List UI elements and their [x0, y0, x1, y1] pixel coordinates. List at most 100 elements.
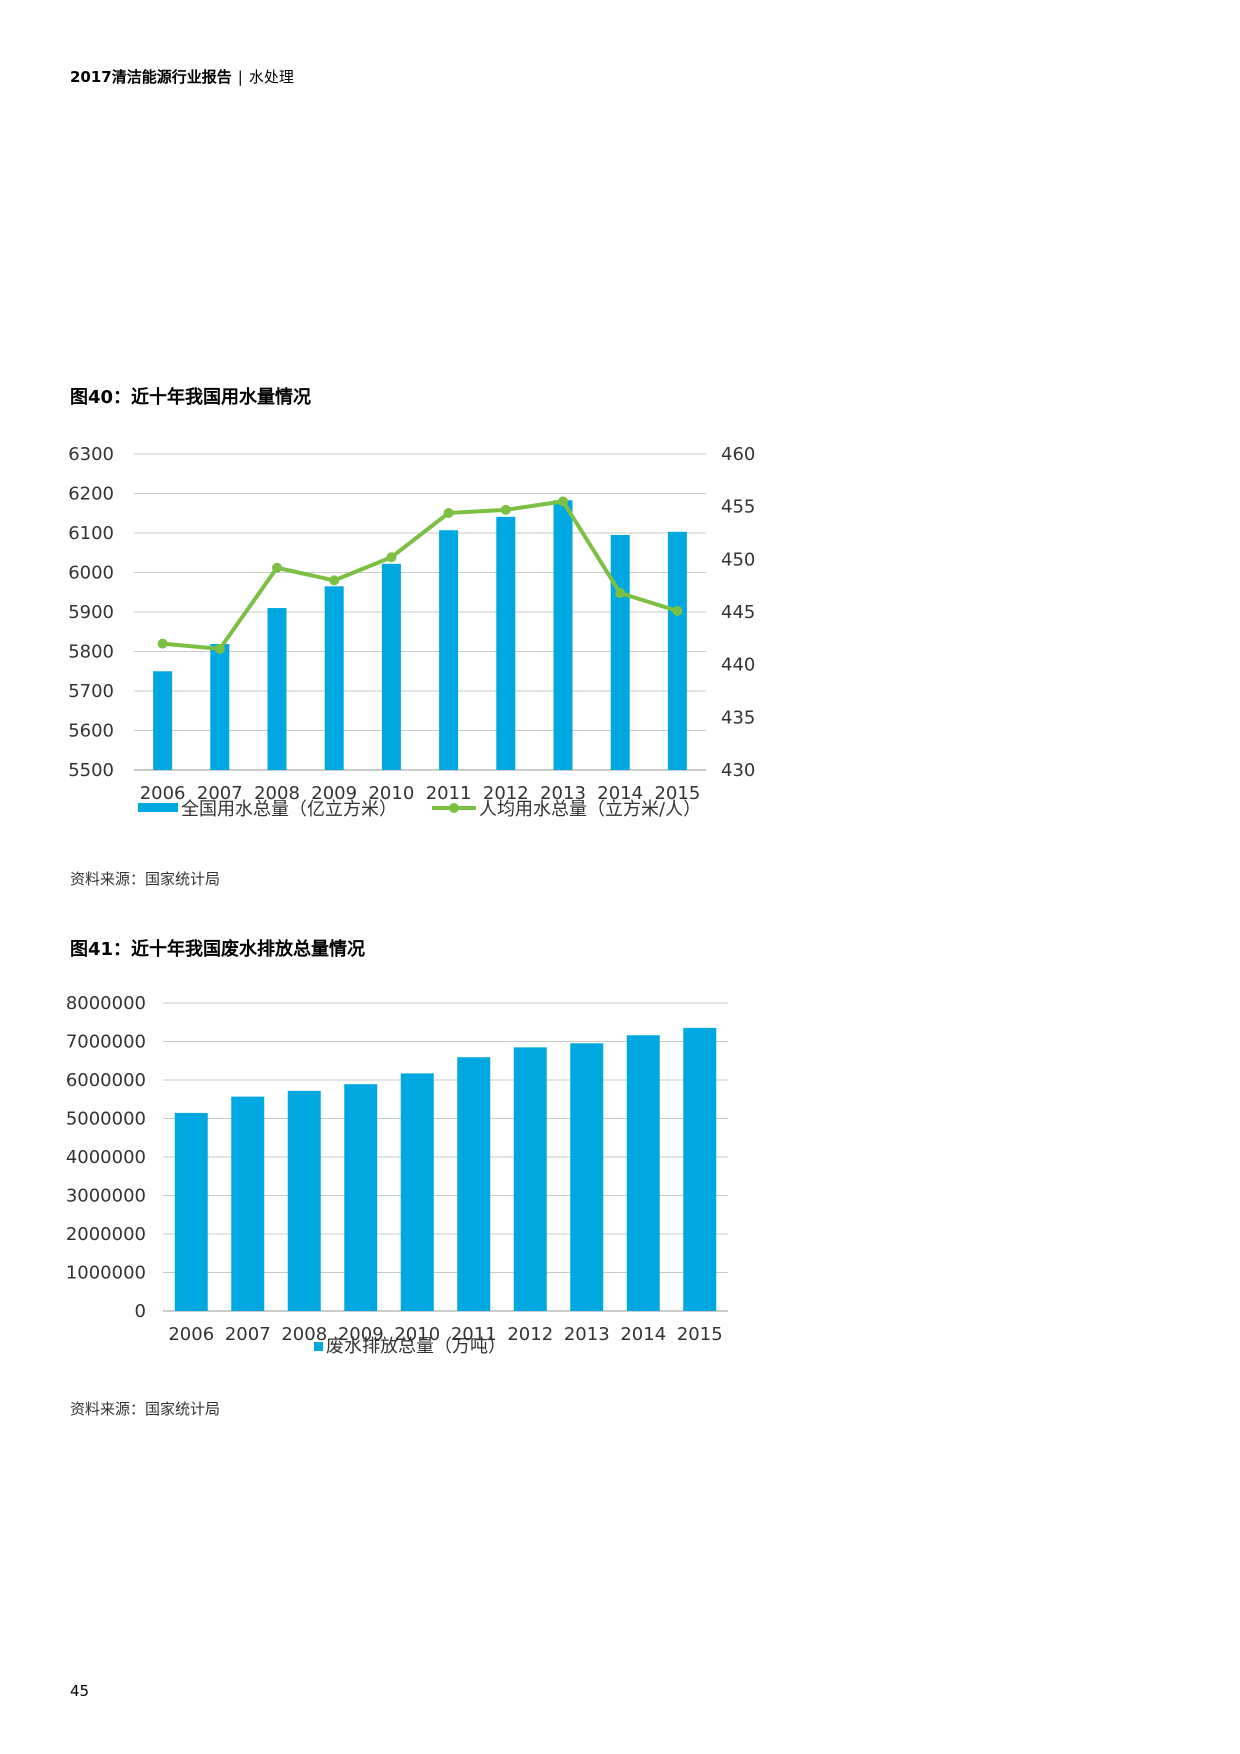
x-tick-labels: 2006 2007 2008 2009 2010 2011 2012 2013 2014 2015: [140, 783, 701, 804]
grid-lines: [134, 453, 706, 771]
figure-40-title: 图40：近十年我国用水量情况: [70, 387, 312, 408]
y-right-tick-label: 435: [721, 707, 755, 728]
y-left-tick-label: 6000: [68, 563, 114, 584]
x-tick-label: 2008: [281, 1324, 327, 1345]
legend-swatch-bar: [314, 1342, 323, 1351]
x-tick-label: 2009: [338, 1324, 384, 1345]
y-left-tick-label: 6100: [68, 523, 114, 544]
y-tick-label: 2000000: [66, 1224, 146, 1245]
bar: [287, 1090, 321, 1311]
y-left-tick-label: 5600: [68, 721, 114, 742]
x-tick-labels: 2006 2007 2008 2009 2010 2011 2012 2013 2014 2015: [168, 1324, 722, 1345]
x-tick-label: 2012: [507, 1324, 553, 1345]
bar: [174, 1112, 208, 1311]
x-tick-label: 2013: [540, 783, 586, 804]
bar: [513, 1047, 547, 1311]
x-tick-label: 2006: [140, 783, 186, 804]
y-left-tick-label: 5500: [68, 760, 114, 781]
x-tick-label: 2007: [197, 783, 243, 804]
legend-swatch-marker: [449, 803, 459, 813]
y-left-tick-label: 5900: [68, 602, 114, 623]
line-point: [558, 496, 568, 507]
line-point: [386, 552, 397, 563]
y-left-tick-label: 6300: [68, 444, 114, 465]
y-right-tick-label: 445: [721, 602, 755, 623]
y-right-tick-label: 430: [721, 760, 755, 781]
line-point: [157, 638, 168, 649]
line-point: [272, 562, 282, 573]
y-tick-label: 1000000: [66, 1263, 146, 1284]
bar: [553, 500, 573, 770]
bar: [381, 563, 401, 770]
y-left-tick-label: 5800: [68, 642, 114, 663]
y-tick-label: 3000000: [66, 1186, 146, 1207]
bar-series: [174, 1027, 717, 1311]
y-right-tick-label: 440: [721, 655, 755, 676]
line-point: [329, 575, 340, 586]
report-title: 2017清洁能源行业报告: [70, 68, 232, 86]
y-tick-label: 4000000: [66, 1147, 146, 1168]
x-tick-label: 2010: [368, 783, 414, 804]
line-point: [214, 643, 225, 654]
bar: [267, 608, 287, 770]
bar: [153, 671, 173, 770]
wastewater-chart: 8000000 7000000 6000000 5000000 4000000 30000…: [66, 993, 728, 1357]
y-tick-label: 8000000: [66, 993, 146, 1014]
legend-label: 全国用水总量（亿立方米）: [181, 799, 397, 820]
x-tick-label: 2013: [564, 1324, 610, 1345]
x-tick-label: 2014: [597, 783, 643, 804]
bar: [439, 530, 459, 770]
legend-swatch-bar: [138, 803, 178, 812]
y-right-tick-label: 455: [721, 497, 755, 518]
bar: [570, 1043, 604, 1311]
bar: [210, 643, 230, 770]
figure-40-source: 资料来源：国家统计局: [70, 870, 221, 888]
line-point: [672, 605, 683, 616]
x-tick-label: 2006: [168, 1324, 214, 1345]
x-tick-label: 2007: [225, 1324, 271, 1345]
y-right-tick-label: 450: [721, 549, 755, 570]
report-header: 2017清洁能源行业报告 | 水处理: [70, 66, 294, 87]
x-tick-label: 2012: [483, 783, 529, 804]
legend: 废水排放总量（万吨）: [314, 1336, 506, 1357]
bar: [667, 531, 687, 770]
x-tick-label: 2009: [311, 783, 357, 804]
figure-41-title: 图41：近十年我国废水排放总量情况: [70, 939, 366, 960]
series-line: [162, 499, 678, 651]
bar: [231, 1096, 265, 1311]
line-series: [157, 496, 683, 654]
y-left-tick-label: 5700: [68, 681, 114, 702]
line-point: [615, 588, 626, 599]
y-right-tick-labels: 460 455 450 445 440 435 430: [721, 444, 755, 781]
bar: [610, 534, 630, 770]
header-separator: |: [237, 68, 243, 86]
y-tick-label: 5000000: [66, 1109, 146, 1130]
water-usage-chart: 6300 6200 6100 6000 5900 5800 5700 5600 5500 460…: [68, 444, 755, 820]
bar: [324, 586, 344, 770]
bar: [400, 1073, 434, 1311]
y-right-tick-label: 460: [721, 444, 755, 465]
bar: [496, 516, 516, 770]
x-tick-label: 2008: [254, 783, 300, 804]
legend-label: 人均用水总量（立方米/人）: [479, 799, 701, 820]
x-tick-label: 2015: [677, 1324, 723, 1345]
y-tick-label: 6000000: [66, 1070, 146, 1091]
y-tick-labels: 8000000 7000000 6000000 5000000 4000000 30000…: [66, 993, 146, 1322]
page-number: 45: [70, 1682, 90, 1700]
x-tick-label: 2010: [394, 1324, 440, 1345]
x-tick-label: 2011: [426, 783, 472, 804]
legend-label: 废水排放总量（万吨）: [326, 1336, 506, 1357]
x-tick-label: 2014: [620, 1324, 666, 1345]
y-left-tick-labels: 6300 6200 6100 6000 5900 5800 5700 5600 5500: [68, 444, 114, 781]
x-tick-label: 2015: [654, 783, 700, 804]
bar: [626, 1035, 660, 1311]
figure-41-source: 资料来源：国家统计局: [70, 1400, 221, 1418]
bar: [344, 1084, 378, 1311]
bar: [683, 1027, 717, 1311]
line-point: [500, 504, 511, 515]
section-name: 水处理: [248, 68, 294, 86]
y-tick-label: 7000000: [66, 1032, 146, 1053]
y-left-tick-label: 6200: [68, 484, 114, 505]
legend: 全国用水总量（亿立方米） 人均用水总量（立方米/人）: [138, 799, 701, 820]
line-point: [443, 507, 454, 518]
